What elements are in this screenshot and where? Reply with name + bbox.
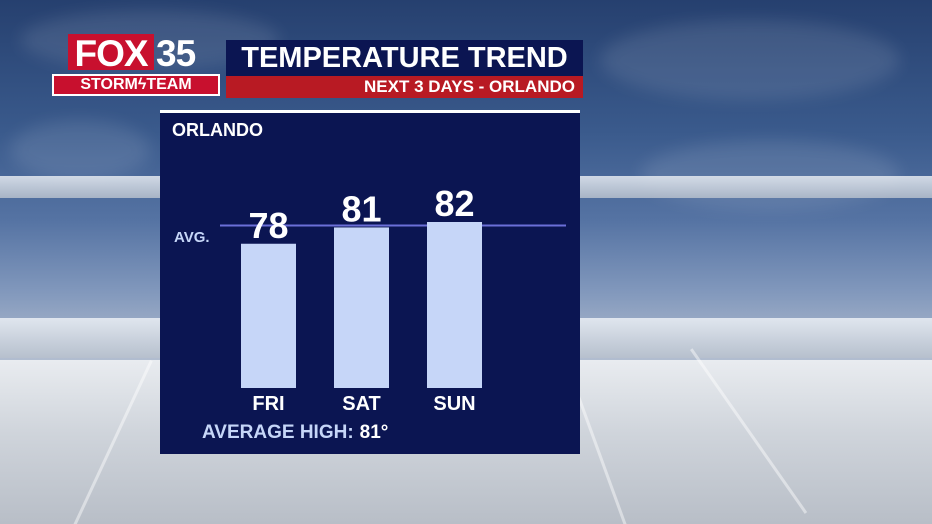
avg-line-label: AVG. <box>174 229 210 246</box>
lightning-bolt-icon: ϟ <box>137 76 147 93</box>
value-label-fri: 78 <box>248 205 288 246</box>
average-high-value: 81° <box>359 422 389 443</box>
storm-label: STORM <box>80 76 138 93</box>
average-high-label: AVERAGE HIGH: <box>202 422 354 443</box>
logo-channel: 35 <box>156 33 196 74</box>
logo-brand: FOX <box>68 34 154 74</box>
storm-team-badge: STORMϟTEAM <box>52 74 220 96</box>
temperature-bar-chart: 78 FRI 81 SAT 82 SUN <box>220 183 566 415</box>
average-high-readout: AVERAGE HIGH: 81° <box>202 422 388 444</box>
graphic-subtitle: NEXT 3 DAYS - ORLANDO <box>226 76 583 98</box>
value-label-sat: 81 <box>341 188 381 229</box>
graphic-title: TEMPERATURE TREND <box>226 40 583 76</box>
category-label-sat: SAT <box>342 393 381 415</box>
bar-fri <box>241 243 296 388</box>
value-label-sun: 82 <box>434 183 474 224</box>
category-label-fri: FRI <box>252 393 284 415</box>
panel-top-rule <box>160 110 580 113</box>
team-label: TEAM <box>146 76 192 93</box>
bar-sat <box>334 227 389 388</box>
chart-panel: 78 FRI 81 SAT 82 SUN ORLANDO AVG. AVERAGE HIG… <box>160 110 580 454</box>
city-label: ORLANDO <box>172 120 263 140</box>
bar-sun <box>427 222 482 388</box>
category-label-sun: SUN <box>433 393 475 415</box>
fox35-logo: FOX 35 <box>68 34 220 74</box>
